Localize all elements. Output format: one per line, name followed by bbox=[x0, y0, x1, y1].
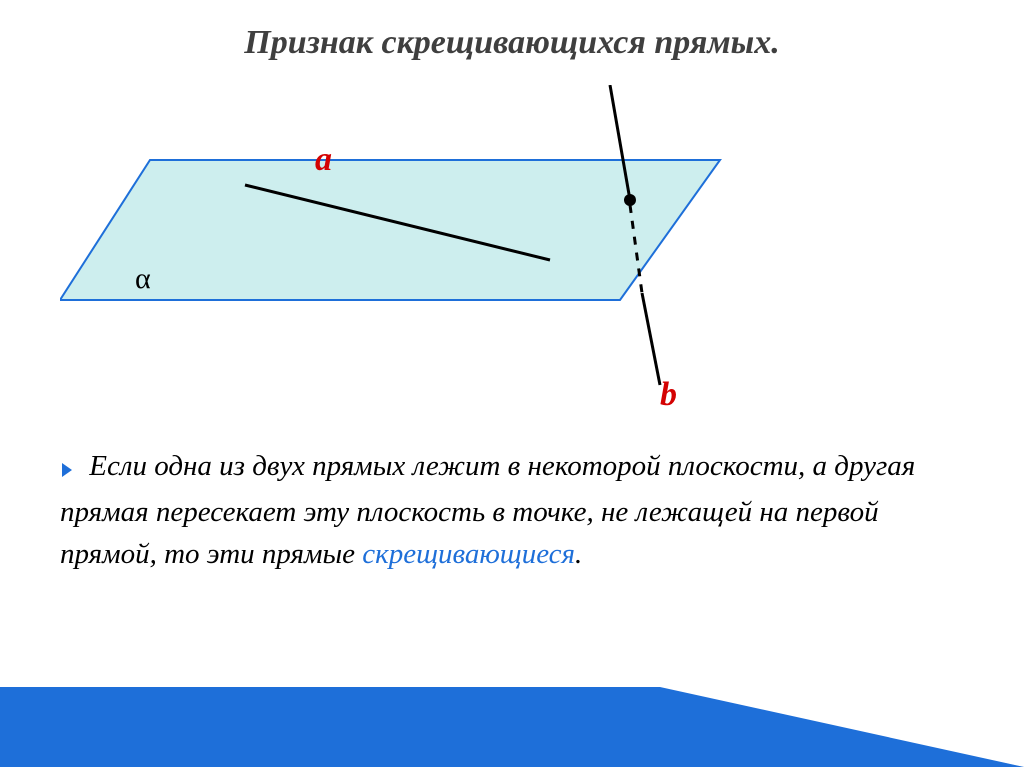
label-alpha: α bbox=[135, 262, 151, 295]
body-text: Если одна из двух прямых лежит в некотор… bbox=[60, 445, 954, 575]
plane-alpha bbox=[60, 160, 720, 300]
label-b: b bbox=[660, 376, 677, 413]
diagram-svg: a b α bbox=[60, 85, 880, 435]
title-text: Признак скрещивающихся прямых. bbox=[244, 24, 780, 61]
line-b-bottom bbox=[642, 293, 660, 385]
body-highlight: скрещивающиеся bbox=[362, 538, 575, 570]
title: Признак скрещивающихся прямых. bbox=[0, 24, 1024, 62]
bullet-icon bbox=[60, 449, 74, 491]
decoration-shadow bbox=[0, 699, 1024, 767]
diagram: a b α bbox=[60, 85, 880, 435]
decoration-bar bbox=[0, 657, 1024, 767]
slide: Признак скрещивающихся прямых. a b α Есл… bbox=[0, 0, 1024, 767]
intersection-point bbox=[624, 194, 636, 206]
label-a: a bbox=[315, 141, 332, 178]
body-after: . bbox=[575, 538, 582, 570]
decoration-main bbox=[0, 687, 1024, 767]
